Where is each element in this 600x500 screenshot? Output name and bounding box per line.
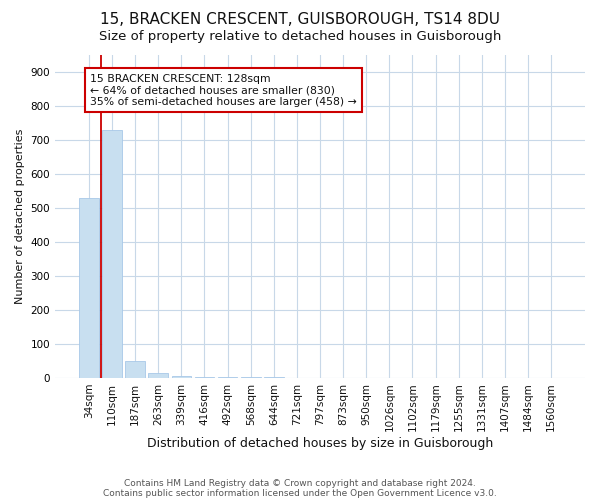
Bar <box>102 130 122 378</box>
Text: Contains HM Land Registry data © Crown copyright and database right 2024.: Contains HM Land Registry data © Crown c… <box>124 478 476 488</box>
Y-axis label: Number of detached properties: Number of detached properties <box>15 128 25 304</box>
Bar <box>125 361 145 378</box>
X-axis label: Distribution of detached houses by size in Guisborough: Distribution of detached houses by size … <box>147 437 493 450</box>
Bar <box>218 377 238 378</box>
Bar <box>79 198 99 378</box>
Bar <box>172 376 191 378</box>
Text: 15, BRACKEN CRESCENT, GUISBOROUGH, TS14 8DU: 15, BRACKEN CRESCENT, GUISBOROUGH, TS14 … <box>100 12 500 28</box>
Bar <box>194 377 214 378</box>
Text: 15 BRACKEN CRESCENT: 128sqm
← 64% of detached houses are smaller (830)
35% of se: 15 BRACKEN CRESCENT: 128sqm ← 64% of det… <box>90 74 357 107</box>
Bar <box>148 372 168 378</box>
Text: Contains public sector information licensed under the Open Government Licence v3: Contains public sector information licen… <box>103 488 497 498</box>
Text: Size of property relative to detached houses in Guisborough: Size of property relative to detached ho… <box>99 30 501 43</box>
